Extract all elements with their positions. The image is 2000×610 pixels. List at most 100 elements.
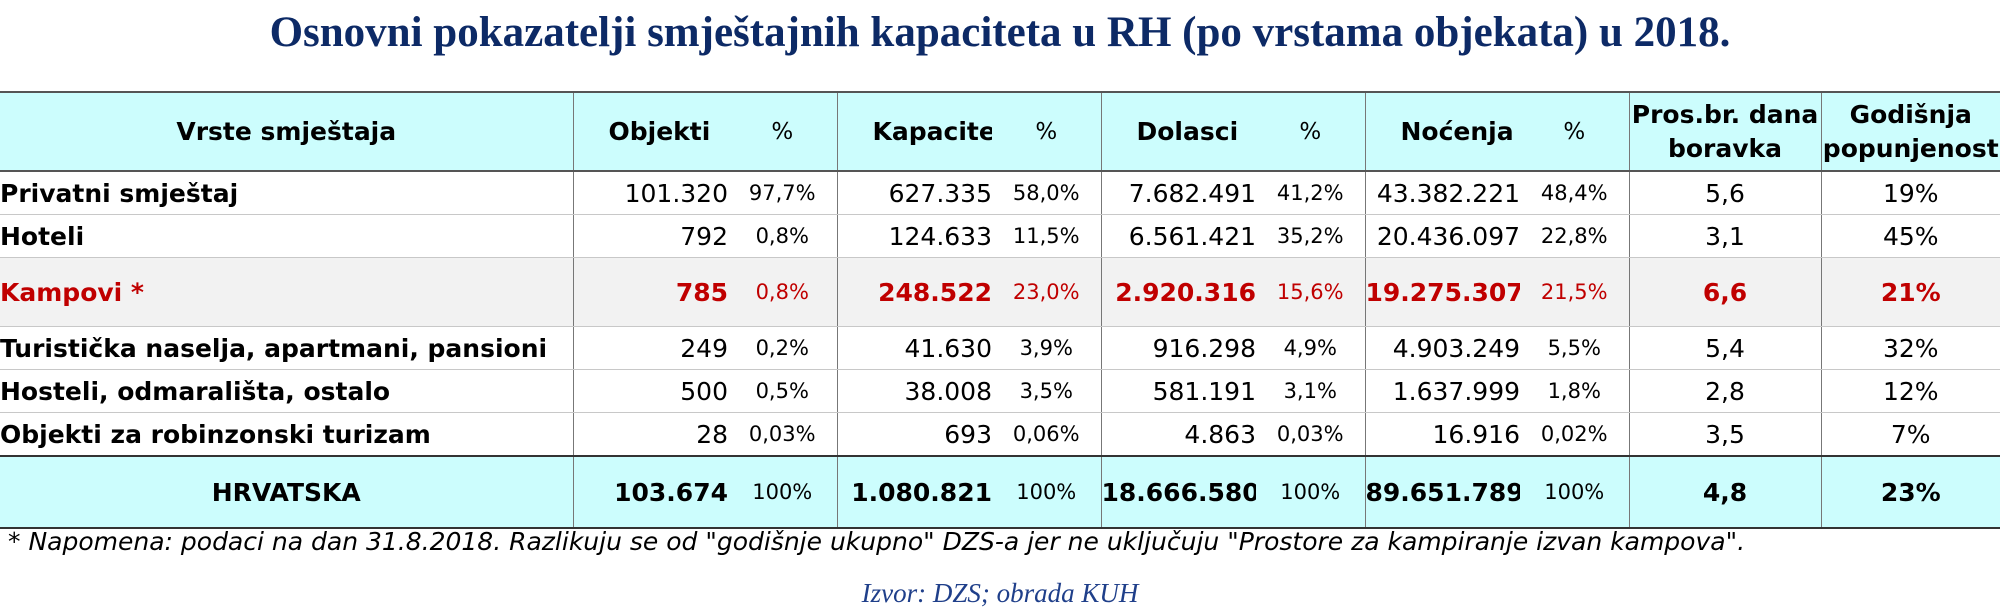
nights-value: 89.651.789 — [1365, 455, 1520, 529]
table-row: Turistička naselja, apartmani, pansioni 2… — [0, 326, 2000, 370]
avg-stay-value: 2,8 — [1629, 369, 1822, 413]
arrivals-pct: 3,1% — [1256, 369, 1366, 413]
occupancy-value: 23% — [1821, 455, 2000, 529]
arrivals-pct: 15,6% — [1256, 257, 1366, 327]
capacity-pct: 23,0% — [992, 257, 1102, 327]
capacity-pct: 11,5% — [992, 214, 1102, 258]
occupancy-value: 32% — [1821, 326, 2000, 370]
capacity-value: 41.630 — [837, 326, 992, 370]
header-objects-pct: % — [728, 91, 838, 172]
header-nights-pct: % — [1520, 91, 1630, 172]
capacity-value: 693 — [837, 412, 992, 457]
objects-value: 500 — [573, 369, 728, 413]
objects-pct: 0,03% — [728, 412, 838, 457]
total-row: HRVATSKA 103.674 100% 1.080.821 100% 18.… — [0, 455, 2000, 529]
header-objects: Objekti — [573, 91, 728, 172]
nights-value: 16.916 — [1365, 412, 1520, 457]
objects-value: 792 — [573, 214, 728, 258]
row-name: Privatni smještaj — [0, 171, 574, 215]
objects-value: 103.674 — [573, 455, 728, 529]
arrivals-pct: 35,2% — [1256, 214, 1366, 258]
capacity-pct: 3,9% — [992, 326, 1102, 370]
arrivals-pct: 4,9% — [1256, 326, 1366, 370]
header-avg-stay: Pros.br. dana boravka — [1629, 91, 1822, 172]
arrivals-value: 7.682.491 — [1101, 171, 1256, 215]
occupancy-value: 19% — [1821, 171, 2000, 215]
row-name: Kampovi * — [0, 257, 574, 327]
avg-stay-value: 3,5 — [1629, 412, 1822, 457]
objects-value: 785 — [573, 257, 728, 327]
capacity-value: 38.008 — [837, 369, 992, 413]
nights-value: 19.275.307 — [1365, 257, 1520, 327]
arrivals-pct: 0,03% — [1256, 412, 1366, 457]
objects-pct: 97,7% — [728, 171, 838, 215]
objects-pct: 0,2% — [728, 326, 838, 370]
header-capacity-pct: % — [992, 91, 1102, 172]
capacity-pct: 0,06% — [992, 412, 1102, 457]
nights-pct: 1,8% — [1520, 369, 1630, 413]
avg-stay-value: 6,6 — [1629, 257, 1822, 327]
header-type: Vrste smještaja — [0, 91, 574, 172]
objects-pct: 100% — [728, 455, 838, 529]
arrivals-value: 18.666.580 — [1101, 455, 1256, 529]
objects-value: 28 — [573, 412, 728, 457]
avg-stay-value: 5,6 — [1629, 171, 1822, 215]
arrivals-pct: 41,2% — [1256, 171, 1366, 215]
arrivals-value: 4.863 — [1101, 412, 1256, 457]
arrivals-value: 916.298 — [1101, 326, 1256, 370]
table-row: Hoteli 792 0,8% 124.633 11,5% 6.561.421 35,2% 2… — [0, 214, 2000, 258]
nights-pct: 100% — [1520, 455, 1630, 529]
objects-value: 101.320 — [573, 171, 728, 215]
capacity-pct: 100% — [992, 455, 1102, 529]
table-row: Privatni smještaj 101.320 97,7% 627.335 58,0… — [0, 171, 2000, 215]
table-row: Objekti za robinzonski turizam 28 0,03% 693… — [0, 412, 2000, 457]
nights-pct: 0,02% — [1520, 412, 1630, 457]
nights-value: 43.382.221 — [1365, 171, 1520, 215]
accommodation-table: Vrste smještaja Objekti % Kapacitet % Do… — [0, 91, 2000, 529]
capacity-value: 248.522 — [837, 257, 992, 327]
avg-stay-value: 3,1 — [1629, 214, 1822, 258]
table-row: Kampovi * 785 0,8% 248.522 23,0% 2.920.316 15,… — [0, 257, 2000, 327]
header-nights: Noćenja — [1365, 91, 1520, 172]
header-occupancy: Godišnja popunjenost — [1821, 91, 2000, 172]
page-title: Osnovni pokazatelji smještajnih kapacite… — [269, 9, 1731, 56]
capacity-value: 124.633 — [837, 214, 992, 258]
occupancy-value: 21% — [1821, 257, 2000, 327]
capacity-pct: 3,5% — [992, 369, 1102, 413]
capacity-value: 1.080.821 — [837, 455, 992, 529]
avg-stay-value: 5,4 — [1629, 326, 1822, 370]
occupancy-value: 45% — [1821, 214, 2000, 258]
objects-pct: 0,8% — [728, 214, 838, 258]
objects-pct: 0,8% — [728, 257, 838, 327]
occupancy-value: 7% — [1821, 412, 2000, 457]
arrivals-value: 6.561.421 — [1101, 214, 1256, 258]
nights-value: 20.436.097 — [1365, 214, 1520, 258]
header-arrivals-pct: % — [1256, 91, 1366, 172]
table-row: Hosteli, odmarališta, ostalo 500 0,5% 38.00… — [0, 369, 2000, 413]
row-name: HRVATSKA — [0, 455, 574, 529]
source-line: Izvor: DZS; obrada KUH — [861, 578, 1139, 608]
header-arrivals: Dolasci — [1101, 91, 1256, 172]
row-name: Hoteli — [0, 214, 574, 258]
capacity-value: 627.335 — [837, 171, 992, 215]
row-name: Objekti za robinzonski turizam — [0, 412, 574, 457]
nights-value: 4.903.249 — [1365, 326, 1520, 370]
nights-pct: 21,5% — [1520, 257, 1630, 327]
nights-value: 1.637.999 — [1365, 369, 1520, 413]
avg-stay-value: 4,8 — [1629, 455, 1822, 529]
objects-pct: 0,5% — [728, 369, 838, 413]
arrivals-pct: 100% — [1256, 455, 1366, 529]
footnote: * Napomena: podaci na dan 31.8.2018. Raz… — [8, 527, 1746, 556]
header-capacity: Kapacitet — [837, 91, 992, 172]
capacity-pct: 58,0% — [992, 171, 1102, 215]
row-name: Hosteli, odmarališta, ostalo — [0, 369, 574, 413]
nights-pct: 48,4% — [1520, 171, 1630, 215]
table-header-row: Vrste smještaja Objekti % Kapacitet % Do… — [0, 91, 2000, 172]
occupancy-value: 12% — [1821, 369, 2000, 413]
nights-pct: 22,8% — [1520, 214, 1630, 258]
arrivals-value: 581.191 — [1101, 369, 1256, 413]
row-name: Turistička naselja, apartmani, pansioni — [0, 326, 574, 370]
nights-pct: 5,5% — [1520, 326, 1630, 370]
objects-value: 249 — [573, 326, 728, 370]
arrivals-value: 2.920.316 — [1101, 257, 1256, 327]
